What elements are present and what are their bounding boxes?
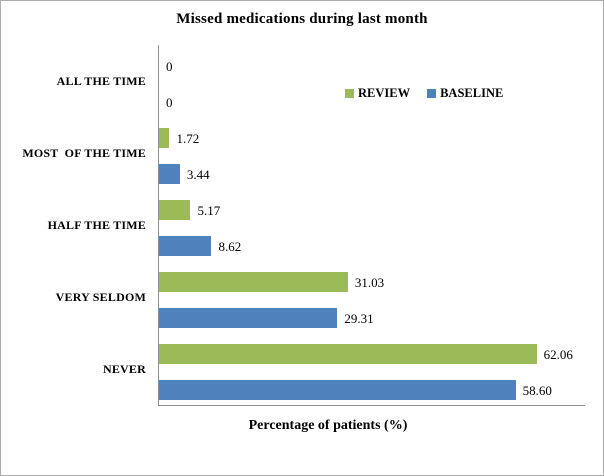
category-label-most-of-the-time: MOST OF THE TIME <box>22 145 146 160</box>
bar-baseline-half-the-time <box>159 236 212 256</box>
bar-row: 62.06 <box>159 344 585 364</box>
legend-label-review: REVIEW <box>358 85 411 100</box>
bar-row: 5.17 <box>159 200 585 220</box>
bar-value-label: 29.31 <box>344 310 374 326</box>
category-band-very-seldom: 31.03 29.31 <box>159 261 585 333</box>
bar-value-label: 0 <box>166 94 173 110</box>
bars-region: 0 0 1.72 3.44 5.17 8.62 <box>159 45 585 405</box>
baseline-swatch-icon <box>427 88 437 98</box>
bar-value-label: 0 <box>166 58 173 74</box>
bar-review-most-of-the-time <box>159 128 170 148</box>
bar-baseline-very-seldom <box>159 308 338 328</box>
bar-row: 8.62 <box>159 236 585 256</box>
category-axis: ALL THE TIME MOST OF THE TIME HALF THE T… <box>1 45 146 405</box>
legend-label-baseline: BASELINE <box>440 85 504 100</box>
category-label-half-the-time: HALF THE TIME <box>47 217 146 232</box>
bar-value-label: 5.17 <box>197 202 221 218</box>
bar-value-label: 1.72 <box>176 130 200 146</box>
bar-review-very-seldom <box>159 272 348 292</box>
chart-title: Missed medications during last month <box>176 11 428 27</box>
category-band-all-the-time: 0 0 <box>159 45 585 117</box>
bar-value-label: 8.62 <box>218 238 242 254</box>
bar-value-label: 58.60 <box>522 382 552 398</box>
legend-item-baseline: BASELINE <box>427 86 503 101</box>
category-label-never: NEVER <box>102 361 146 376</box>
bar-row: 29.31 <box>159 308 585 328</box>
bar-row: 0 <box>159 56 585 76</box>
bar-value-label: 31.03 <box>354 274 385 290</box>
category-band-half-the-time: 5.17 8.62 <box>159 189 585 261</box>
bar-row: 0 <box>159 92 585 112</box>
category-band-never: 62.06 58.60 <box>159 333 585 405</box>
bar-row: 58.60 <box>159 380 585 400</box>
bar-baseline-most-of-the-time <box>159 164 180 184</box>
bar-row: 3.44 <box>159 164 585 184</box>
bar-baseline-never <box>159 380 516 400</box>
bar-review-never <box>159 344 537 364</box>
bar-value-label: 62.06 <box>543 346 573 362</box>
y-axis-line <box>158 45 159 406</box>
bar-review-half-the-time <box>159 200 191 220</box>
category-label-all-the-time: ALL THE TIME <box>56 73 146 88</box>
bar-row: 1.72 <box>159 128 585 148</box>
review-swatch-icon <box>345 88 354 98</box>
legend: REVIEW BASELINE <box>345 85 503 101</box>
bar-row: 31.03 <box>159 272 585 292</box>
category-band-most-of-the-time: 1.72 3.44 <box>159 117 585 189</box>
legend-item-review: REVIEW <box>345 86 410 101</box>
x-axis-title: Percentage of patients (%) <box>248 418 408 433</box>
x-axis-line <box>158 405 585 406</box>
category-label-very-seldom: VERY SELDOM <box>55 289 146 304</box>
bar-value-label: 3.44 <box>186 166 210 182</box>
